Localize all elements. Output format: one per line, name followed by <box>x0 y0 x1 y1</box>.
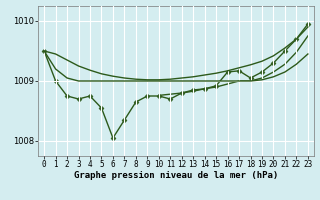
X-axis label: Graphe pression niveau de la mer (hPa): Graphe pression niveau de la mer (hPa) <box>74 171 278 180</box>
